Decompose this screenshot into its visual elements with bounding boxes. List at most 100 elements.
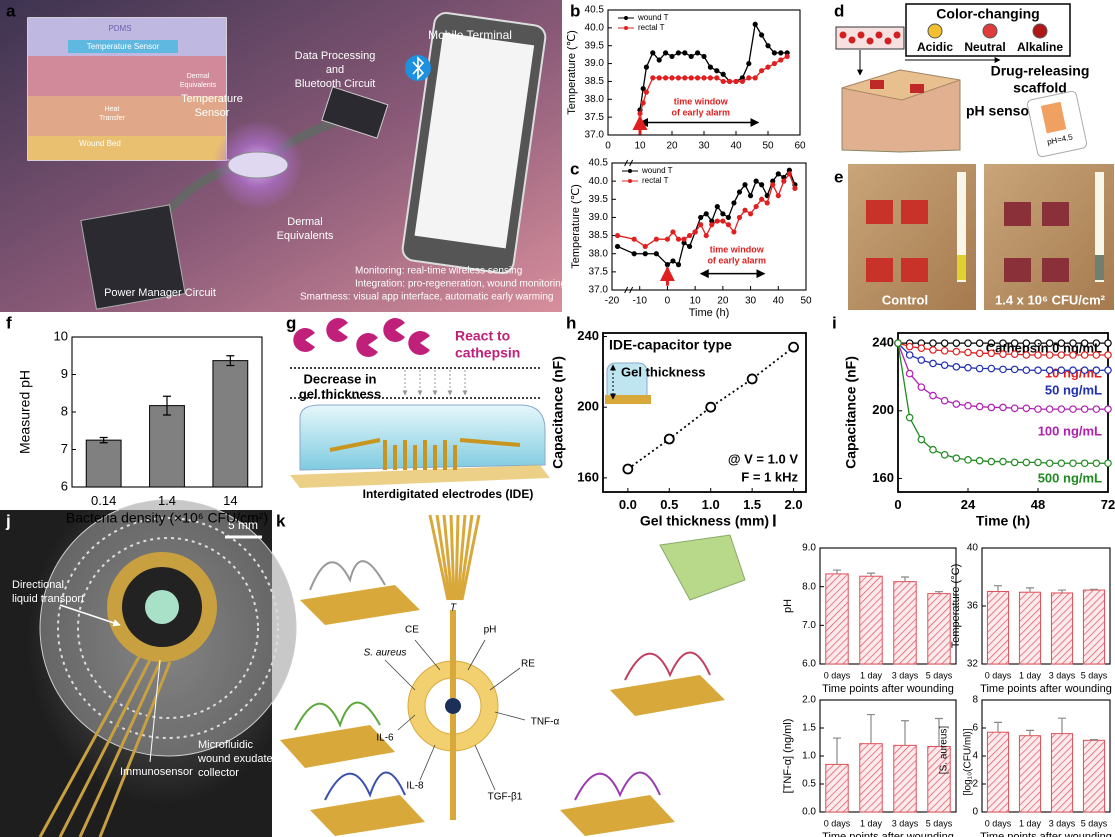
functionalized-pads bbox=[280, 560, 725, 836]
data-point bbox=[975, 456, 984, 465]
data-point bbox=[964, 363, 972, 372]
data-point bbox=[975, 349, 984, 358]
y-tick-label: 240 bbox=[872, 335, 894, 350]
data-point bbox=[905, 413, 914, 422]
label: Interdigitated electrodes (IDE) bbox=[363, 487, 534, 501]
label: Temperature Sensor bbox=[87, 42, 160, 51]
error-bar bbox=[867, 713, 875, 744]
y-tick-label: 40.0 bbox=[589, 176, 609, 187]
channels bbox=[57, 517, 279, 739]
chart-title: IDE-capacitor type bbox=[609, 337, 732, 353]
data-point bbox=[975, 364, 984, 373]
power-board bbox=[80, 204, 186, 310]
data-point bbox=[940, 396, 949, 405]
y-tick-label: 8.0 bbox=[802, 581, 816, 592]
data-point bbox=[917, 435, 926, 444]
data-point bbox=[940, 361, 949, 369]
bar bbox=[1018, 591, 1042, 665]
data-point bbox=[1034, 339, 1042, 347]
data-point bbox=[905, 369, 914, 378]
axis-break bbox=[624, 159, 634, 167]
data-point bbox=[1010, 350, 1019, 358]
data-point bbox=[758, 68, 765, 74]
y-tick-label: 8 bbox=[972, 695, 978, 706]
feature: Smartness: visual app interface, automat… bbox=[300, 292, 553, 303]
data-point bbox=[987, 457, 996, 466]
data-point bbox=[917, 383, 926, 391]
x-axis-label: Bacteria density (×10⁶ CFU/cm²) bbox=[66, 510, 268, 526]
data-point bbox=[731, 200, 737, 206]
data-point bbox=[631, 236, 637, 242]
panel-letter: b bbox=[570, 1, 580, 20]
label: Data Processing bbox=[295, 50, 376, 62]
data-point bbox=[759, 196, 765, 202]
annotation: of early alarm bbox=[707, 255, 766, 265]
y-tick-label: 0 bbox=[972, 807, 978, 818]
data-point bbox=[746, 373, 758, 385]
label: Directional bbox=[12, 579, 64, 591]
y-tick-label: 37.0 bbox=[589, 285, 609, 296]
data-point bbox=[999, 365, 1007, 374]
bar bbox=[893, 744, 917, 813]
label: Equivalents bbox=[277, 230, 334, 242]
data-point bbox=[688, 53, 694, 60]
label: pH sensor bbox=[966, 103, 1035, 119]
data-point bbox=[614, 232, 621, 239]
pointer bbox=[149, 659, 161, 763]
y-tick-label: 32 bbox=[967, 659, 979, 670]
bar bbox=[1018, 735, 1042, 813]
series-line bbox=[617, 172, 796, 248]
x-axis-label: Time (h) bbox=[976, 513, 1030, 529]
x-axis-label: Time points after wounding bbox=[822, 683, 954, 695]
x-tick-label: 2.0 bbox=[785, 497, 803, 512]
sensor-center bbox=[145, 590, 179, 624]
annotation: F = 1 kHz bbox=[741, 469, 798, 484]
control-patches bbox=[866, 200, 928, 282]
data-point bbox=[1045, 459, 1054, 468]
data-point bbox=[653, 236, 659, 242]
data-point bbox=[650, 75, 656, 81]
data-point bbox=[694, 75, 701, 81]
x-tick-label: 48 bbox=[1031, 497, 1045, 512]
pointer bbox=[59, 604, 121, 627]
label: Decrease in bbox=[304, 371, 377, 386]
electrodes bbox=[329, 438, 521, 470]
data-point bbox=[952, 339, 961, 347]
panel-k: T CE pH RE S. aureus TNF-α IL-6 IL-8 TGF… bbox=[280, 514, 746, 836]
data-point bbox=[964, 401, 972, 410]
data-point bbox=[714, 75, 720, 81]
scaffold bbox=[841, 69, 961, 101]
x-tick-label: 0.5 bbox=[660, 497, 678, 512]
legend-label: wound T bbox=[637, 13, 669, 22]
data-point bbox=[675, 262, 682, 268]
x-tick-label: 0 days bbox=[824, 670, 851, 680]
label: Immunosensor bbox=[120, 766, 193, 778]
data-point bbox=[1010, 365, 1019, 374]
x-tick-label: 0 bbox=[605, 141, 611, 152]
data-point bbox=[1057, 405, 1066, 413]
fan-leads bbox=[428, 514, 481, 601]
y-axis-label: [TNF-α] (ng/ml) bbox=[782, 719, 794, 794]
bar bbox=[85, 439, 122, 488]
data-point bbox=[1080, 351, 1089, 359]
label: cathepsin bbox=[455, 345, 520, 361]
label: Color-changing bbox=[936, 6, 1039, 22]
data-point bbox=[1022, 458, 1031, 467]
data-point bbox=[781, 178, 787, 184]
x-tick-label: 5 days bbox=[1081, 818, 1108, 828]
y-tick-label: 240 bbox=[577, 328, 599, 343]
data-point bbox=[1104, 405, 1112, 413]
y-axis-label: [log₁₀(CFU/ml)] bbox=[963, 728, 974, 795]
data-point bbox=[694, 50, 701, 56]
y-tick-label: 39.0 bbox=[585, 58, 605, 69]
data-point bbox=[698, 222, 704, 228]
x-tick-label: 3 days bbox=[892, 818, 919, 828]
data-point bbox=[670, 258, 676, 264]
x-tick-label: 1.4 bbox=[158, 493, 176, 508]
data-point bbox=[675, 236, 682, 242]
label: Control bbox=[882, 292, 928, 307]
label: T bbox=[450, 603, 457, 614]
x-tick-label: 1.5 bbox=[743, 497, 761, 512]
x-tick-label: 0 bbox=[894, 497, 901, 512]
y-tick-label: 200 bbox=[577, 399, 599, 414]
